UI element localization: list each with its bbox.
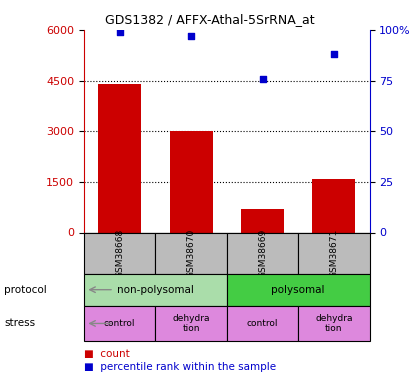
Text: ■  count: ■ count — [84, 350, 130, 359]
Text: control: control — [247, 319, 278, 328]
Text: protocol: protocol — [4, 285, 47, 295]
Bar — [98, 84, 141, 232]
Bar — [298, 232, 370, 274]
Bar — [155, 232, 227, 274]
Text: dehydra
tion: dehydra tion — [172, 314, 210, 333]
Bar — [170, 131, 213, 232]
Bar — [227, 232, 298, 274]
Bar — [241, 209, 284, 232]
Text: control: control — [104, 319, 135, 328]
Text: dehydra
tion: dehydra tion — [315, 314, 353, 333]
Text: ■  percentile rank within the sample: ■ percentile rank within the sample — [84, 363, 276, 372]
Bar — [84, 232, 155, 274]
Point — [116, 29, 123, 35]
Text: polysomal: polysomal — [271, 285, 325, 295]
Bar — [298, 306, 370, 341]
Bar — [227, 274, 370, 306]
Text: GSM38668: GSM38668 — [115, 228, 124, 278]
Bar — [84, 306, 155, 341]
Bar — [312, 178, 355, 232]
Bar — [227, 306, 298, 341]
Point — [331, 51, 337, 57]
Text: GDS1382 / AFFX-Athal-5SrRNA_at: GDS1382 / AFFX-Athal-5SrRNA_at — [105, 13, 315, 26]
Text: stress: stress — [4, 318, 35, 328]
Bar — [155, 306, 227, 341]
Bar — [84, 274, 227, 306]
Point — [188, 33, 194, 39]
Text: non-polysomal: non-polysomal — [117, 285, 194, 295]
Text: GSM38669: GSM38669 — [258, 228, 267, 278]
Text: GSM38670: GSM38670 — [186, 228, 196, 278]
Text: GSM38671: GSM38671 — [329, 228, 339, 278]
Point — [259, 76, 266, 82]
